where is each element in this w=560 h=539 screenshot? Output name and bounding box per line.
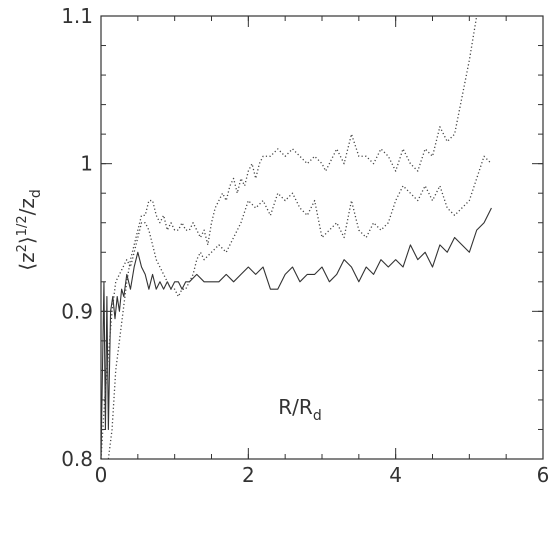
x-tick-label: 2 bbox=[242, 463, 255, 487]
series-line-3-dotted bbox=[100, 155, 492, 460]
x-tick-label: 6 bbox=[537, 463, 550, 487]
x-tick-label: 4 bbox=[389, 463, 402, 487]
y-axis-title-sup-half: 1/2 bbox=[15, 215, 30, 236]
series-line-1-solid bbox=[100, 207, 492, 460]
y-tick-label: 1 bbox=[80, 152, 93, 176]
y-axis-title-close: ⟩ bbox=[15, 236, 39, 244]
y-tick-label: 1.1 bbox=[61, 4, 93, 28]
y-axis-title-open: ⟨z bbox=[15, 252, 39, 270]
y-tick-labels: 0.8 0.9 1 1.1 bbox=[61, 4, 93, 471]
x-axis-title-main: R/R bbox=[278, 395, 313, 419]
plot-frame bbox=[100, 15, 544, 460]
y-axis-title-slash: /z bbox=[15, 198, 39, 215]
x-axis-title: R/Rd bbox=[278, 395, 321, 424]
y-axis-title-sub: d bbox=[28, 189, 44, 198]
x-tick-labels: 0 2 4 6 bbox=[95, 463, 550, 487]
series-layer bbox=[100, 15, 492, 460]
y-axis-title: ⟨z2⟩1/2/zd bbox=[15, 189, 44, 270]
y-tick-label: 0.8 bbox=[61, 447, 93, 471]
x-tick-label: 0 bbox=[95, 463, 108, 487]
y-axis-title-sup-2: 2 bbox=[15, 244, 30, 252]
x-axis-title-sub: d bbox=[313, 408, 322, 424]
y-tick-label: 0.9 bbox=[61, 299, 93, 323]
